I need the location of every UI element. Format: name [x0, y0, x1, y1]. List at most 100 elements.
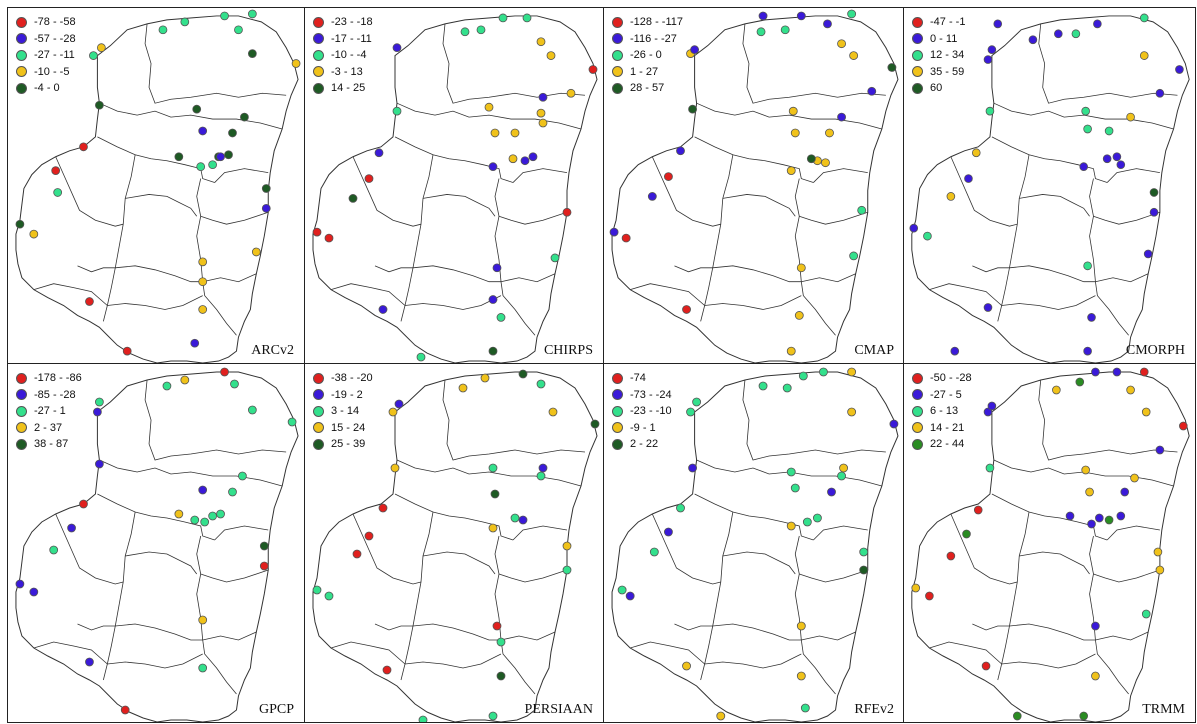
legend-swatch	[912, 372, 923, 384]
station-marker	[1012, 711, 1022, 721]
legend: -50 - -28 -27 - 5 6 - 13 14 - 21 22 - 44	[912, 370, 972, 453]
station-marker	[240, 112, 249, 122]
legend-label: -23 - -10	[630, 405, 672, 418]
legend-item: -128 - -117	[612, 14, 683, 31]
legend-label: -85 - -28	[34, 388, 76, 401]
station-marker	[688, 463, 698, 473]
station-marker	[208, 160, 217, 170]
sub-basin-boundary	[694, 136, 814, 183]
sub-basin-boundary	[712, 265, 802, 283]
station-marker	[198, 305, 208, 314]
station-marker	[682, 305, 691, 314]
legend-swatch	[313, 405, 324, 417]
legend-item: -78 - -58	[16, 14, 76, 31]
sub-basin-boundary	[813, 525, 868, 541]
station-marker	[510, 513, 520, 523]
station-marker	[867, 86, 877, 96]
station-marker	[1104, 515, 1114, 525]
station-marker	[837, 112, 847, 122]
station-marker	[837, 39, 847, 49]
legend-swatch	[612, 422, 623, 434]
map-panel-gpcp: -178 - -86 -85 - -28 -27 - 1 2 - 37 38 - 87 G…	[7, 363, 305, 723]
legend-label: 14 - 21	[930, 421, 965, 434]
sub-basin-boundary	[97, 493, 215, 541]
legend-label: -10 - -4	[331, 49, 367, 62]
sub-basin-boundary	[813, 168, 868, 183]
sub-basin-boundary	[214, 525, 269, 541]
sub-basin-boundary	[696, 459, 882, 487]
sub-basin-boundary	[1009, 623, 1096, 641]
legend-swatch	[313, 422, 324, 434]
station-marker	[962, 529, 971, 539]
legend-swatch	[612, 389, 623, 401]
station-marker	[490, 128, 500, 138]
legend-label: -26 - 0	[630, 49, 662, 62]
sub-basin-boundary	[202, 631, 257, 641]
station-marker	[198, 277, 208, 287]
station-marker	[946, 192, 956, 201]
sub-basin-boundary	[102, 154, 136, 322]
station-marker	[1079, 711, 1089, 721]
station-marker	[230, 379, 239, 389]
sub-basin-boundary	[99, 459, 283, 487]
station-marker	[1149, 188, 1159, 197]
legend-item: -17 - -11	[313, 31, 373, 48]
sub-basin-boundary	[799, 569, 868, 583]
station-marker	[492, 263, 502, 273]
station-marker	[621, 233, 631, 243]
station-marker	[682, 661, 691, 671]
station-marker	[508, 154, 518, 164]
station-marker	[983, 303, 993, 312]
sub-basin-boundary	[1106, 525, 1160, 541]
basin-map	[312, 369, 600, 722]
station-marker	[259, 541, 269, 551]
sub-basin-boundary	[694, 493, 814, 541]
station-marker	[496, 313, 506, 322]
legend-label: -78 - -58	[34, 16, 76, 29]
station-marker	[29, 587, 39, 597]
station-marker	[847, 407, 857, 417]
station-marker	[1052, 385, 1061, 395]
legend-item: -9 - 1	[612, 420, 672, 437]
station-marker	[247, 9, 257, 19]
station-marker	[1102, 154, 1112, 164]
legend-item: -27 - -11	[16, 47, 76, 64]
station-marker	[216, 152, 225, 162]
station-marker	[676, 503, 685, 513]
station-marker	[1065, 511, 1075, 521]
legend: -78 - -58 -57 - -28 -27 - -11 -10 - -5 -4 - …	[16, 14, 76, 97]
station-marker	[588, 65, 598, 74]
legend-item: -27 - 5	[912, 387, 972, 404]
station-marker	[1120, 487, 1130, 497]
map-panel-cmorph: -47 - -1 0 - 11 12 - 34 35 - 59 60 CMORPH	[903, 7, 1196, 364]
station-marker	[758, 11, 768, 21]
station-marker	[190, 338, 200, 348]
station-marker	[29, 229, 39, 239]
station-marker	[663, 527, 673, 537]
station-marker	[690, 45, 700, 55]
sub-basin-boundary	[1093, 569, 1161, 583]
sub-basin-boundary	[99, 102, 283, 130]
station-marker	[849, 51, 859, 60]
legend-label: 3 - 14	[331, 405, 360, 418]
sub-basin-boundary	[144, 379, 287, 461]
sub-basin-boundary	[651, 513, 721, 585]
sub-basin-boundary	[396, 102, 582, 130]
station-marker	[15, 219, 25, 229]
station-marker	[162, 381, 172, 391]
station-marker	[1139, 13, 1149, 23]
station-marker	[120, 705, 130, 715]
basin-map	[911, 367, 1190, 722]
legend-label: -17 - -11	[331, 32, 372, 45]
station-marker	[1087, 313, 1096, 322]
station-marker	[786, 467, 796, 477]
station-marker	[228, 487, 237, 497]
station-marker	[847, 367, 857, 377]
station-marker	[198, 485, 208, 495]
station-marker	[688, 104, 698, 114]
station-marker	[1093, 19, 1102, 29]
legend-swatch	[612, 372, 623, 384]
legend-item: 35 - 59	[912, 64, 965, 81]
panel-title: ARCv2	[251, 343, 294, 358]
legend-swatch	[16, 49, 27, 61]
